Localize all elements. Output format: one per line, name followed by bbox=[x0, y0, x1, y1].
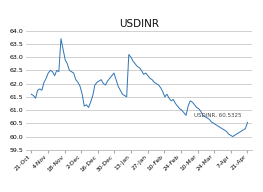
Text: USDINR, 60.5325: USDINR, 60.5325 bbox=[194, 113, 242, 118]
Title: USDINR: USDINR bbox=[119, 19, 159, 29]
